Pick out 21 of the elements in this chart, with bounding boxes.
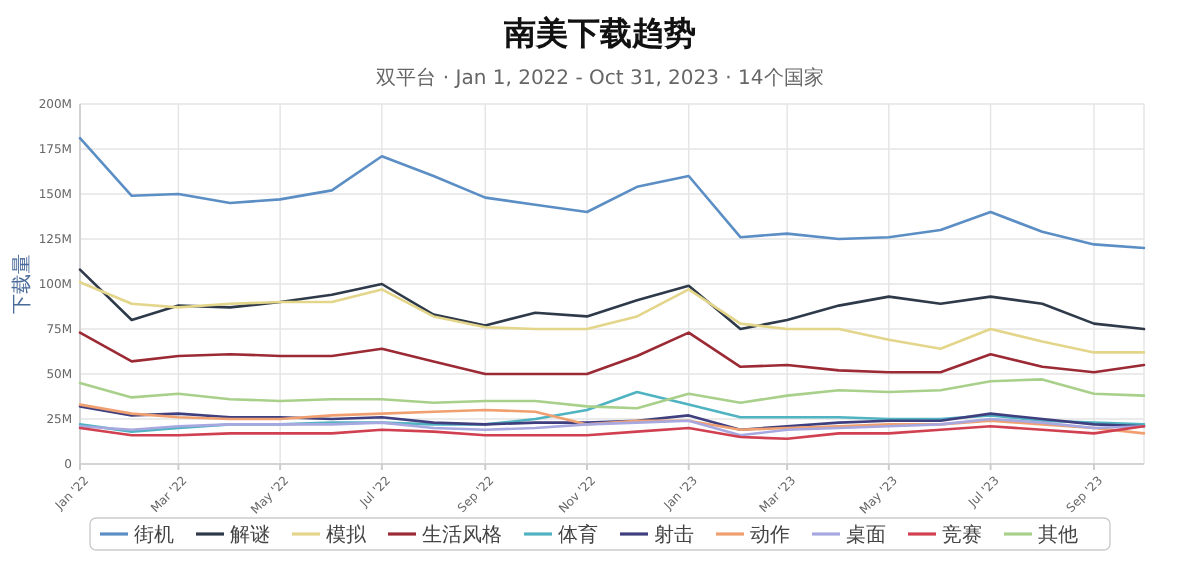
legend-label: 其他: [1038, 523, 1078, 547]
chart-subtitle: 双平台 · Jan 1, 2022 - Oct 31, 2023 · 14个国家: [376, 66, 824, 90]
line-series: [78, 268, 1146, 331]
legend-label: 动作: [750, 525, 790, 547]
y-axis-title: 下载量: [10, 254, 34, 314]
legend-label: 桌面: [846, 523, 886, 547]
line-series: [78, 136, 1146, 250]
line-series: [78, 390, 1146, 433]
line-series: [78, 424, 1146, 441]
line-series: [78, 280, 1146, 354]
legend-label: 解谜: [230, 523, 270, 547]
line-series: [78, 378, 1146, 410]
legend-label: 竞赛: [942, 523, 982, 547]
legend-label: 街机: [134, 523, 174, 547]
legend-label: 体育: [558, 523, 598, 547]
legend-label: 射击: [654, 523, 694, 547]
legend-label: 模拟: [326, 523, 368, 547]
line-series: [78, 417, 1146, 437]
chart-title: 南美下载趋势: [502, 14, 696, 52]
line-series: [78, 331, 1146, 376]
legend-label: 生活风格: [422, 523, 502, 547]
